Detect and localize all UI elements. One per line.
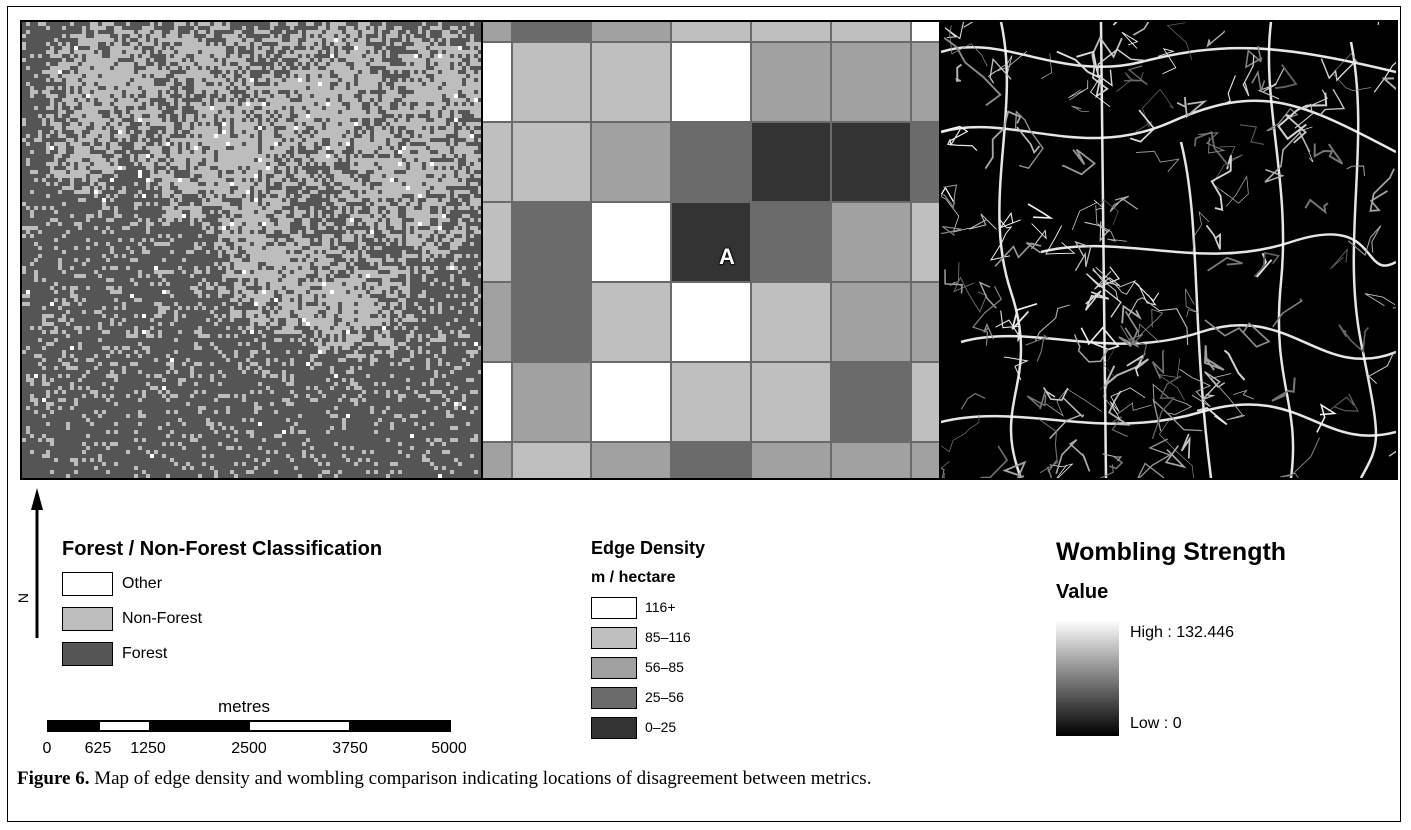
panel-divider (939, 22, 941, 478)
edge-density-cell (591, 22, 671, 42)
edge-density-cell (483, 122, 512, 202)
scale-bar-segment (49, 722, 100, 730)
edge-swatch-85-116 (591, 627, 637, 649)
edge-density-cell (512, 442, 591, 478)
figure-caption: Figure 6. Map of edge density and wombli… (17, 768, 871, 790)
edge-density-cell (591, 42, 671, 122)
edge-swatch-116-plus (591, 597, 637, 619)
scale-tick: 625 (84, 740, 112, 757)
edge-density-cell (483, 22, 512, 42)
edge-density-cell (671, 122, 751, 202)
legend-label-other: Other (122, 575, 163, 592)
wombling-strength-map (941, 22, 1396, 478)
edge-class-label: 116+ (645, 599, 676, 615)
edge-density-cell (591, 362, 671, 442)
edge-density-cell (911, 122, 939, 202)
edge-class-label: 0–25 (645, 719, 677, 735)
north-arrow-icon (31, 488, 43, 638)
legend-label-non-forest: Non-Forest (122, 610, 203, 627)
edge-density-cell (671, 282, 751, 362)
legend-swatch-forest (62, 642, 113, 666)
edge-density-cell (751, 442, 831, 478)
edge-density-cell (911, 362, 939, 442)
scale-tick: 2500 (231, 740, 267, 757)
wombling-legend-subtitle: Value (1056, 581, 1109, 603)
edge-density-cell (751, 282, 831, 362)
edge-density-cell (591, 282, 671, 362)
edge-density-cell (512, 122, 591, 202)
edge-density-cell (671, 442, 751, 478)
wombling-strength-raster (941, 22, 1396, 478)
edge-density-cell (831, 202, 911, 282)
edge-density-cell (831, 22, 911, 42)
edge-class-label: 85–116 (645, 629, 691, 645)
wombling-low-label: Low : 0 (1130, 715, 1182, 732)
legend-swatch-other (62, 572, 113, 596)
edge-swatch-56-85 (591, 657, 637, 679)
edge-class-label: 25–56 (645, 689, 684, 705)
map-panels: A (20, 20, 1398, 480)
legend-swatch-non-forest (62, 607, 113, 631)
figure-caption-text: Map of edge density and wombling compari… (89, 768, 872, 789)
classification-legend-title: Forest / Non-Forest Classification (62, 538, 383, 560)
edge-density-cell (751, 42, 831, 122)
edge-density-cell (751, 122, 831, 202)
wombling-high-label: High : 132.446 (1130, 624, 1235, 641)
edge-density-cell (591, 122, 671, 202)
edge-density-cell (911, 282, 939, 362)
edge-density-cell (591, 442, 671, 478)
edge-density-cell (831, 362, 911, 442)
edge-density-cell (911, 442, 939, 478)
edge-density-cell (911, 22, 939, 42)
edge-density-cell (831, 442, 911, 478)
edge-density-cell (483, 362, 512, 442)
scale-tick: 3750 (332, 740, 368, 757)
panel-divider (481, 22, 483, 478)
scale-bar-unit: metres (218, 697, 270, 716)
edge-density-cell (512, 22, 591, 42)
edge-density-cell (911, 42, 939, 122)
edge-density-cell (671, 362, 751, 442)
edge-density-cell (831, 122, 911, 202)
wombling-color-ramp (1056, 620, 1119, 736)
edge-density-cell (671, 22, 751, 42)
edge-density-cell (483, 282, 512, 362)
edge-density-cell (512, 202, 591, 282)
edge-density-cell (911, 202, 939, 282)
edge-density-cell (483, 442, 512, 478)
edge-density-cell (512, 282, 591, 362)
legend-label-forest: Forest (122, 645, 168, 662)
edge-density-cell (831, 282, 911, 362)
edge-density-cell (512, 362, 591, 442)
edge-density-cell (751, 362, 831, 442)
scale-tick: 0 (42, 740, 52, 757)
figure-frame (7, 6, 1401, 822)
edge-density-legend-unit: m / hectare (591, 569, 676, 586)
north-arrow-letter: N (15, 592, 32, 604)
scale-bar-segment (349, 722, 449, 730)
scale-bar (47, 720, 451, 732)
location-marker-a: A (719, 244, 736, 270)
figure-caption-label: Figure 6. (17, 768, 90, 789)
edge-density-cell (671, 42, 751, 122)
edge-density-map: A (483, 22, 939, 478)
forest-classification-map (22, 22, 481, 478)
scale-bar-segment (149, 722, 250, 730)
scale-tick: 1250 (130, 740, 166, 757)
edge-density-cell (483, 202, 512, 282)
wombling-legend-title: Wombling Strength (1056, 538, 1287, 566)
edge-density-cell (831, 42, 911, 122)
edge-class-label: 56–85 (645, 659, 684, 675)
edge-density-cell (671, 202, 751, 282)
forest-classification-raster (22, 22, 481, 478)
edge-density-legend-title: Edge Density (591, 538, 706, 558)
edge-density-cell (483, 42, 512, 122)
edge-swatch-0-25 (591, 717, 637, 739)
edge-density-cell (591, 202, 671, 282)
scale-tick: 5000 (431, 740, 467, 757)
edge-density-cell (751, 202, 831, 282)
edge-density-cell (512, 42, 591, 122)
edge-swatch-25-56 (591, 687, 637, 709)
edge-density-cell (751, 22, 831, 42)
